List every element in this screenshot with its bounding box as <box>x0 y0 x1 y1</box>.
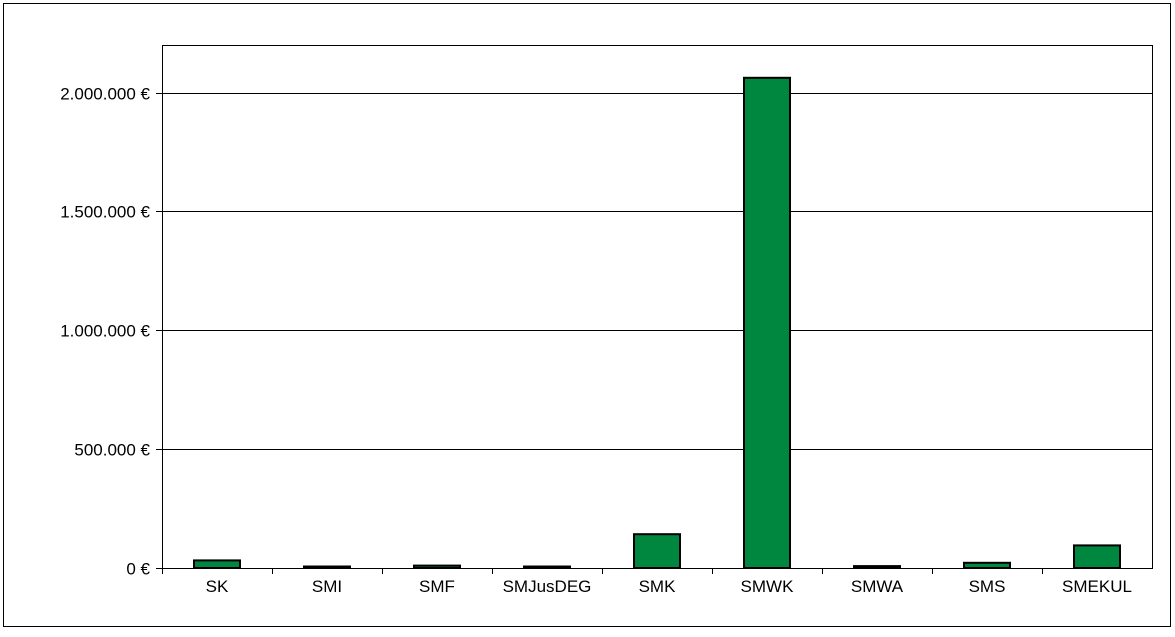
outer-frame <box>3 3 1171 627</box>
bar-smekul <box>1073 544 1121 570</box>
x-tick-label: SMWK <box>741 577 795 596</box>
bar-smi <box>303 565 351 569</box>
bar-sms <box>963 561 1011 569</box>
x-tick-label: SK <box>206 577 229 596</box>
bar-smf <box>413 564 461 569</box>
x-axis-tick-labels: SK SMI SMF SMJusDEG SMK SMWK SMWA SMS SMEKUL <box>206 577 1132 596</box>
y-tick-label: 2.000.000 € <box>60 85 150 104</box>
plot-area-frame <box>162 45 1153 569</box>
y-tick-label: 0 € <box>126 560 150 579</box>
x-tick-label: SMS <box>969 577 1006 596</box>
x-tick-label: SMEKUL <box>1062 577 1132 596</box>
bar-sk <box>193 559 241 570</box>
y-tick-label: 1.500.000 € <box>60 203 150 222</box>
y-tick-label: 1.000.000 € <box>60 322 150 341</box>
x-tick-label: SMI <box>312 577 342 596</box>
y-tick-label: 500.000 € <box>74 441 150 460</box>
bar-smwa <box>853 565 901 569</box>
x-tick-label: SMF <box>419 577 455 596</box>
x-tick-label: SMK <box>639 577 677 596</box>
bar-smwk <box>743 76 791 570</box>
x-tick-label: SMWA <box>851 577 904 596</box>
y-axis-tick-labels: 0 € 500.000 € 1.000.000 € 1.500.000 € 2.000.… <box>60 85 150 579</box>
bar-smjusdeg <box>523 565 571 569</box>
gridlines <box>156 93 1152 574</box>
bar-smk <box>633 533 681 570</box>
x-tick-label: SMJusDEG <box>503 577 592 596</box>
